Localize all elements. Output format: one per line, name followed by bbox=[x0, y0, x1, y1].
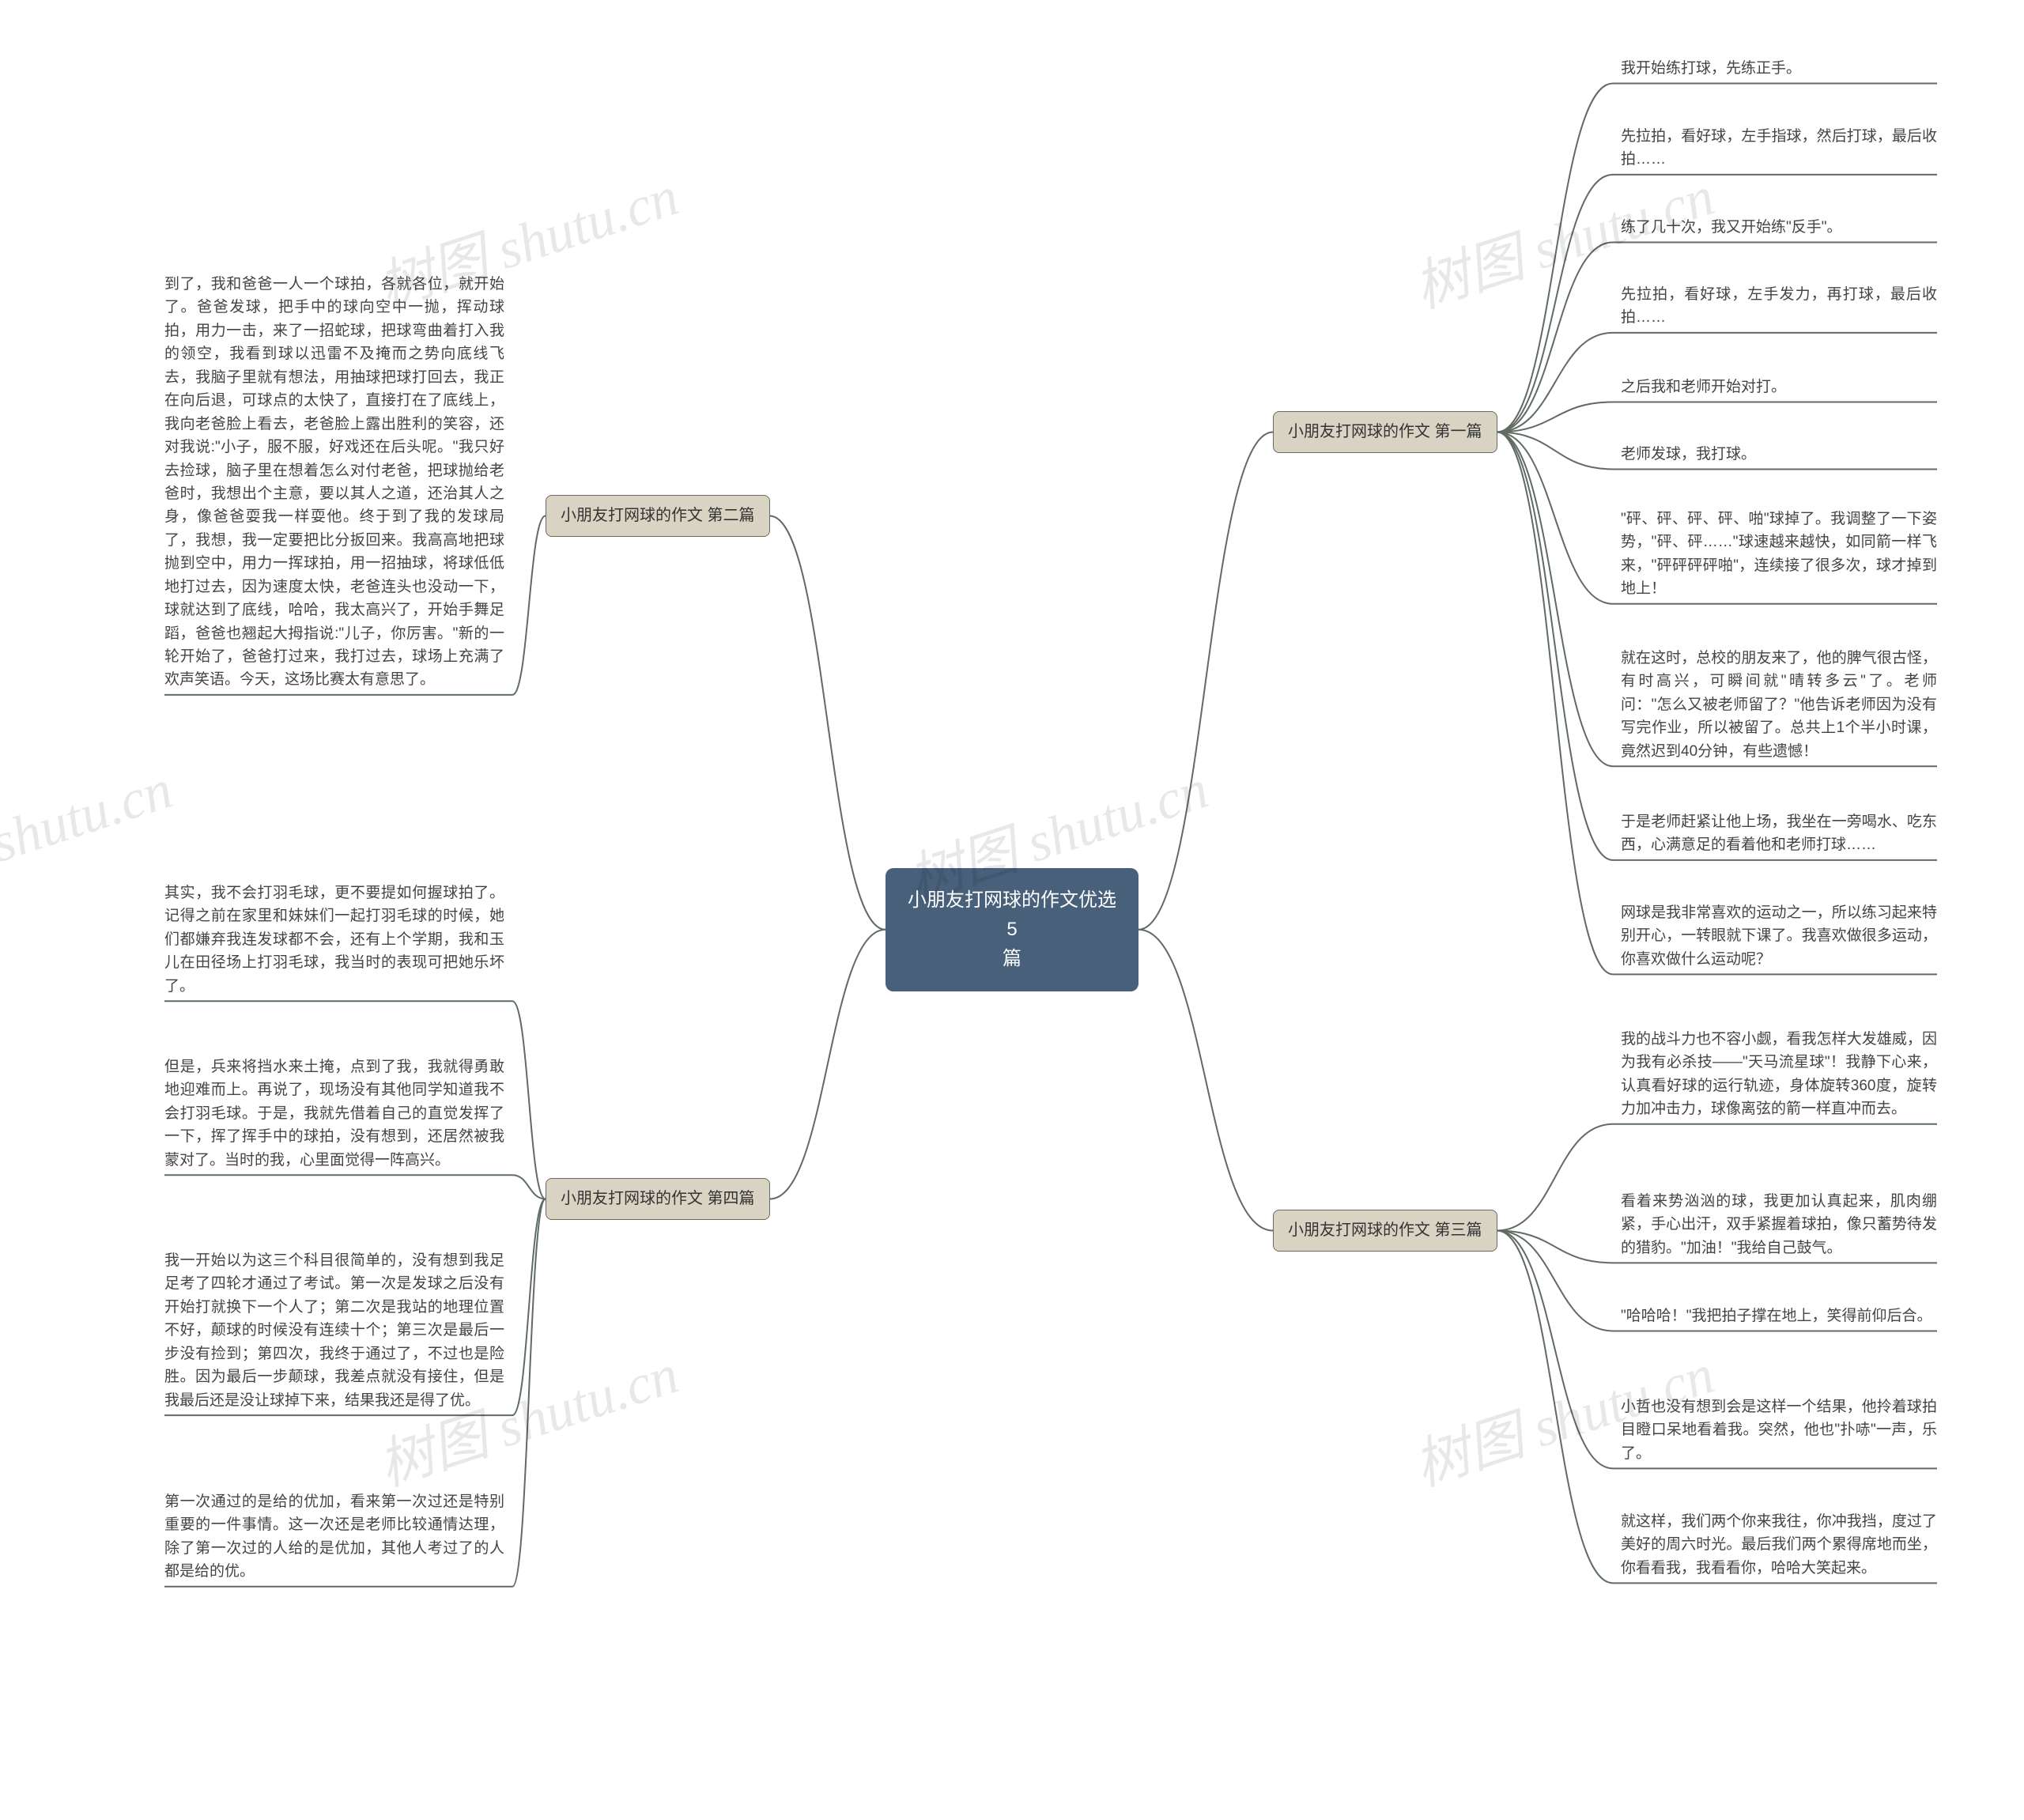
branch-label: 小朋友打网球的作文 第二篇 bbox=[561, 507, 755, 524]
branch-essay-3: 小朋友打网球的作文 第三篇 bbox=[1273, 1210, 1497, 1252]
leaf-text: 但是，兵来将挡水来土掩，点到了我，我就得勇敢地迎难而上。再说了，现场没有其他同学… bbox=[164, 1055, 504, 1172]
leaf-text: "哈哈哈！"我把拍子撑在地上，笑得前仰后合。 bbox=[1621, 1305, 1937, 1327]
root-title-1: 小朋友打网球的作文优选5 bbox=[908, 889, 1116, 940]
branch-essay-1: 小朋友打网球的作文 第一篇 bbox=[1273, 411, 1497, 453]
leaf-text: 就在这时，总校的朋友来了，他的脾气很古怪，有时高兴，可瞬间就"晴转多云"了。老师… bbox=[1621, 647, 1937, 763]
leaf-text: 网球是我非常喜欢的运动之一，所以练习起来特别开心，一转眼就下课了。我喜欢做很多运… bbox=[1621, 901, 1937, 971]
branch-label: 小朋友打网球的作文 第三篇 bbox=[1288, 1222, 1482, 1239]
leaf-text: 看着来势汹汹的球，我更加认真起来，肌肉绷紧，手心出汗，双手紧握着球拍，像只蓄势待… bbox=[1621, 1190, 1937, 1259]
leaf-text: 老师发球，我打球。 bbox=[1621, 443, 1937, 466]
leaf-text: 先拉拍，看好球，左手指球，然后打球，最后收拍…… bbox=[1621, 125, 1937, 172]
leaf-text: 就这样，我们两个你来我往，你冲我挡，度过了美好的周六时光。最后我们两个累得席地而… bbox=[1621, 1510, 1937, 1580]
leaf-text: 之后我和老师开始对打。 bbox=[1621, 376, 1937, 398]
branch-label: 小朋友打网球的作文 第一篇 bbox=[1288, 423, 1482, 440]
leaf-text: "砰、砰、砰、砰、啪"球掉了。我调整了一下姿势，"砰、砰……"球速越来越快，如同… bbox=[1621, 508, 1937, 601]
root-node: 小朋友打网球的作文优选5 篇 bbox=[886, 868, 1138, 991]
leaf-text: 其实，我不会打羽毛球，更不要提如何握球拍了。记得之前在家里和妹妹们一起打羽毛球的… bbox=[164, 882, 504, 998]
leaf-text: 小哲也没有想到会是这样一个结果，他拎着球拍目瞪口呆地看着我。突然，他也"扑哧"一… bbox=[1621, 1395, 1937, 1465]
leaf-text: 练了几十次，我又开始练"反手"。 bbox=[1621, 216, 1937, 239]
leaf-text: 第一次通过的是给的优加，看来第一次过还是特别重要的一件事情。这一次还是老师比较通… bbox=[164, 1490, 504, 1584]
branch-essay-2: 小朋友打网球的作文 第二篇 bbox=[546, 495, 770, 537]
leaf-text: 我的战斗力也不容小觑，看我怎样大发雄威，因为我有必杀技——"天马流星球"！我静下… bbox=[1621, 1028, 1937, 1121]
leaf-text: 于是老师赶紧让他上场，我坐在一旁喝水、吃东西，心满意足的看着他和老师打球…… bbox=[1621, 810, 1937, 857]
leaf-text: 我开始练打球，先练正手。 bbox=[1621, 57, 1937, 80]
branch-label: 小朋友打网球的作文 第四篇 bbox=[561, 1190, 755, 1207]
leaf-text: 我一开始以为这三个科目很简单的，没有想到我足足考了四轮才通过了考试。第一次是发球… bbox=[164, 1249, 504, 1412]
leaf-text: 先拉拍，看好球，左手发力，再打球，最后收拍…… bbox=[1621, 283, 1937, 330]
root-title-2: 篇 bbox=[1003, 948, 1021, 969]
leaf-text: 到了，我和爸爸一人一个球拍，各就各位，就开始了。爸爸发球，把手中的球向空中一抛，… bbox=[164, 273, 504, 692]
branch-essay-4: 小朋友打网球的作文 第四篇 bbox=[546, 1178, 770, 1220]
